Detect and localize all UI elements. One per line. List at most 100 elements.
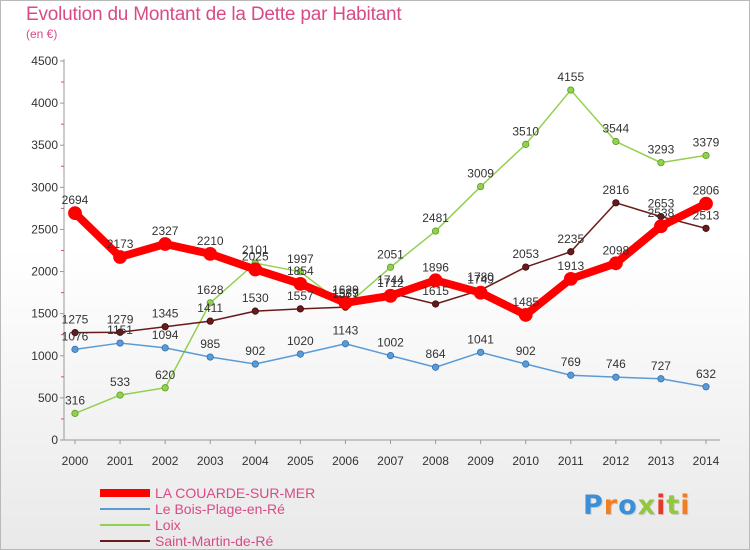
data-label: 1557 <box>287 289 314 303</box>
data-point <box>161 384 169 392</box>
logo-letter: x <box>637 490 657 521</box>
data-label: 620 <box>155 368 175 382</box>
legend-swatch <box>100 524 150 526</box>
data-point <box>71 409 79 417</box>
data-label: 1020 <box>287 334 314 348</box>
legend-swatch <box>100 508 150 510</box>
data-point <box>296 350 304 358</box>
data-label: 1629 <box>332 283 359 297</box>
data-point <box>113 250 127 264</box>
data-label: 4155 <box>557 70 584 84</box>
data-point <box>71 345 79 353</box>
data-label: 2101 <box>242 243 269 257</box>
data-point <box>116 328 124 336</box>
data-point <box>431 227 440 235</box>
data-label: 985 <box>200 337 220 351</box>
data-label: 2816 <box>603 183 630 197</box>
x-tick-label: 2013 <box>648 454 675 468</box>
data-label: 727 <box>651 359 671 373</box>
data-label: 3544 <box>603 122 630 136</box>
data-label: 1094 <box>152 328 179 342</box>
data-label: 1041 <box>467 332 494 346</box>
data-point <box>206 353 214 361</box>
data-point <box>522 360 530 368</box>
legend-swatch <box>100 540 150 542</box>
data-point <box>386 352 395 360</box>
data-label: 2053 <box>512 247 539 261</box>
x-tick-label: 2007 <box>377 454 404 468</box>
data-label: 1577 <box>332 287 359 301</box>
data-point <box>612 373 620 381</box>
data-label: 1628 <box>197 283 224 297</box>
data-label: 2235 <box>557 232 584 246</box>
data-label: 2538 <box>648 206 675 220</box>
data-label-layer: 316 533 620 1628 2101 1997 1589 2051 2481 3009 351… <box>62 70 720 407</box>
data-label: 746 <box>606 357 626 371</box>
data-label: 1143 <box>333 324 359 338</box>
proxiti-logo: Proxiti <box>583 490 691 521</box>
data-point <box>293 276 308 291</box>
legend-label: Loix <box>155 517 181 533</box>
data-point <box>116 339 124 347</box>
logo-letter: i <box>656 490 667 521</box>
data-label: 1279 <box>107 312 134 326</box>
data-point <box>296 268 304 276</box>
x-tick-label: 2002 <box>152 454 179 468</box>
data-label: 1002 <box>377 336 404 350</box>
y-tick-label: 2000 <box>31 265 58 279</box>
data-point <box>567 248 575 256</box>
data-label: 1345 <box>152 307 179 321</box>
data-point <box>518 308 533 322</box>
data-label: 1749 <box>467 273 494 287</box>
logo-letter: P <box>583 490 604 521</box>
x-tick-label: 2003 <box>197 454 224 468</box>
axis-layer: 0 500 1000 1500 2000 2500 3000 3500 4000 4500 2000… <box>31 54 720 468</box>
data-label: 632 <box>696 367 716 381</box>
y-tick-label: 3500 <box>31 138 58 152</box>
data-label: 1997 <box>287 252 314 266</box>
y-tick-label: 3000 <box>31 180 58 194</box>
data-point <box>612 137 620 146</box>
data-point <box>251 307 259 315</box>
data-label: 2210 <box>197 234 224 248</box>
x-tick-label: 2014 <box>693 454 720 468</box>
data-label: 902 <box>516 344 536 358</box>
data-label: 316 <box>65 393 85 407</box>
y-tick-label: 1000 <box>31 349 58 363</box>
data-point <box>608 256 623 271</box>
logo-letter: o <box>618 490 638 521</box>
data-point <box>702 224 710 232</box>
data-label: 1151 <box>107 323 133 337</box>
y-tick-label: 4000 <box>31 96 58 110</box>
data-label: 769 <box>561 355 581 369</box>
data-point <box>428 273 443 288</box>
data-point <box>522 263 530 271</box>
data-point <box>702 383 710 391</box>
x-tick-label: 2001 <box>107 454 134 468</box>
x-tick-label: 2009 <box>467 454 494 468</box>
data-point <box>206 299 214 307</box>
y-tick-label: 0 <box>51 433 58 447</box>
data-point <box>383 288 398 303</box>
data-point <box>338 295 353 310</box>
data-label: 1913 <box>557 259 584 273</box>
data-label: 1076 <box>62 329 89 343</box>
data-label: 1275 <box>62 313 89 327</box>
data-label: 1780 <box>467 270 494 284</box>
data-label: 2051 <box>377 247 404 261</box>
chart-title: Evolution du Montant de la Dette par Hab… <box>26 4 402 25</box>
data-point <box>206 317 214 325</box>
data-label: 2025 <box>242 249 269 263</box>
data-point <box>567 371 575 379</box>
data-point <box>296 305 304 313</box>
x-tick-label: 2008 <box>422 454 449 468</box>
data-point <box>477 182 485 191</box>
y-tick-label: 2500 <box>31 222 58 236</box>
data-point <box>386 263 395 271</box>
data-point <box>654 219 668 234</box>
data-label: 1896 <box>422 260 449 274</box>
data-point <box>251 360 259 368</box>
data-point <box>612 199 620 207</box>
